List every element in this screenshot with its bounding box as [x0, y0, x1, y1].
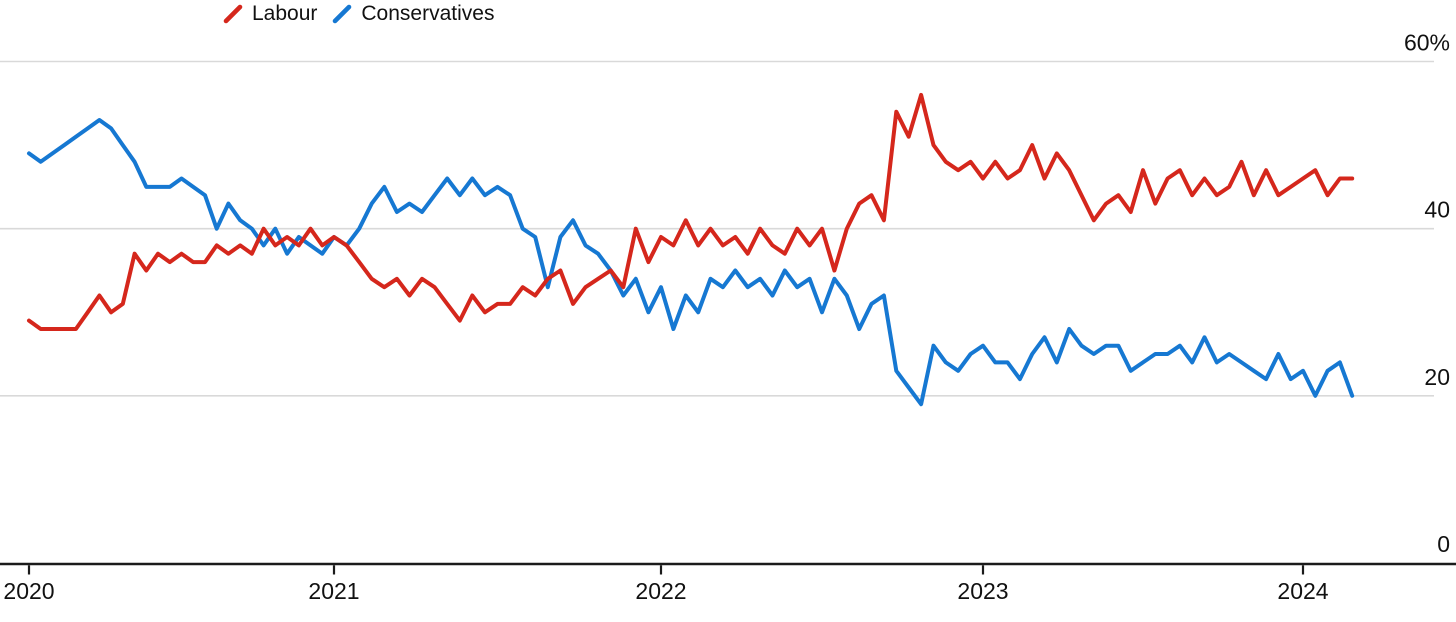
x-axis-label-2020: 2020: [3, 578, 54, 604]
legend-item-labour: Labour: [223, 1, 317, 27]
chart-legend: Labour Conservatives: [223, 1, 494, 27]
y-axis-label-0: 0: [1437, 531, 1450, 557]
y-axis-label-60: 60%: [1404, 30, 1450, 56]
series-line-conservatives: [27, 118, 1355, 407]
x-axis-label-2024: 2024: [1277, 578, 1328, 604]
legend-item-conservatives: Conservatives: [332, 1, 494, 27]
legend-label-conservatives: Conservatives: [361, 2, 495, 25]
x-axis-label-2022: 2022: [635, 578, 686, 604]
y-axis-label-40: 40: [1424, 197, 1450, 223]
legend-label-labour: Labour: [252, 2, 318, 25]
x-axis-label-2021: 2021: [308, 578, 359, 604]
y-axis-label-20: 20: [1424, 364, 1450, 390]
labour-line-swatch-icon: [223, 4, 243, 24]
conservatives-line-swatch-icon: [333, 4, 352, 24]
x-axis-label-2023: 2023: [957, 578, 1008, 604]
series-line-labour: [27, 92, 1355, 331]
